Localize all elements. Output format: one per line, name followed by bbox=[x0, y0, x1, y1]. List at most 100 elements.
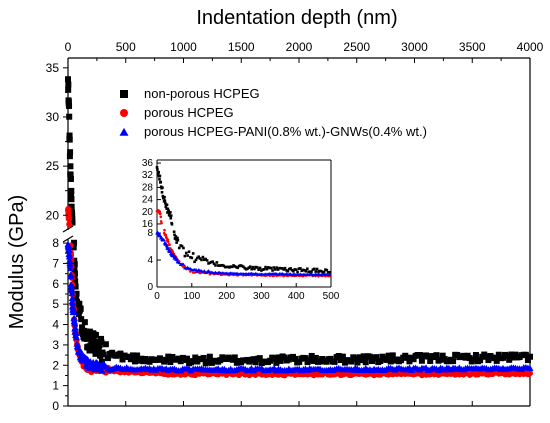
x-tick-label: 2500 bbox=[343, 40, 370, 54]
data-point bbox=[68, 196, 75, 203]
inset-data-point bbox=[239, 264, 242, 267]
data-point bbox=[72, 283, 79, 290]
inset-x-tick-label: 500 bbox=[323, 291, 340, 302]
inset-data-point bbox=[253, 267, 256, 271]
data-point bbox=[66, 113, 73, 120]
inset-data-point bbox=[159, 215, 163, 219]
inset-data-point bbox=[297, 267, 301, 270]
inset-data-point bbox=[169, 214, 173, 217]
axis-break-mark-lower bbox=[62, 235, 74, 243]
legend-entry: non-porous HCPEG bbox=[120, 86, 260, 101]
inset-data-point bbox=[304, 269, 308, 273]
data-point bbox=[485, 357, 492, 364]
axis-break-mark-upper bbox=[62, 225, 74, 233]
data-point bbox=[69, 216, 76, 223]
inset-data-point bbox=[269, 266, 273, 270]
data-point bbox=[66, 215, 73, 222]
inset-data-point bbox=[167, 209, 170, 213]
data-point bbox=[177, 358, 184, 365]
data-point bbox=[98, 339, 105, 346]
inset-data-point bbox=[312, 267, 316, 271]
data-point bbox=[450, 358, 457, 365]
data-point bbox=[134, 352, 141, 359]
data-point bbox=[360, 353, 367, 360]
inset-data-point bbox=[165, 203, 169, 207]
data-point bbox=[71, 261, 78, 268]
inset-data-point bbox=[164, 201, 167, 205]
inset-data-point bbox=[156, 173, 160, 176]
inset-data-point bbox=[257, 268, 260, 271]
data-point bbox=[362, 359, 369, 366]
inset-data-point bbox=[242, 265, 245, 268]
data-point bbox=[416, 352, 423, 359]
data-point bbox=[206, 353, 213, 360]
data-point bbox=[98, 358, 105, 365]
y-tick-label: 1 bbox=[52, 379, 59, 393]
data-point bbox=[66, 136, 73, 143]
inset-data-point bbox=[168, 243, 171, 247]
inset-data-point bbox=[258, 266, 262, 270]
inset-data-point bbox=[216, 264, 220, 267]
data-point bbox=[65, 81, 72, 88]
data-point bbox=[377, 357, 384, 364]
inset-data-point bbox=[186, 254, 189, 257]
data-point bbox=[66, 257, 74, 265]
inset-data-point bbox=[179, 244, 182, 247]
series-triangle bbox=[64, 240, 534, 374]
legend-marker-triangle bbox=[119, 127, 129, 136]
x-tick-label: 4000 bbox=[517, 40, 544, 54]
data-point bbox=[250, 356, 257, 363]
y-tick-label: 2 bbox=[52, 358, 59, 372]
inset-data-point bbox=[162, 238, 166, 242]
data-point bbox=[354, 359, 361, 366]
data-point bbox=[68, 289, 76, 297]
legend-entry: porous HCPEG bbox=[120, 105, 234, 120]
inset-y-tick-label: 36 bbox=[142, 158, 154, 169]
data-point bbox=[358, 357, 365, 364]
data-point bbox=[373, 354, 380, 361]
data-point bbox=[165, 353, 172, 360]
legend-label: porous HCPEG-PANI(0.8% wt.)-GNWs(0.4% wt… bbox=[144, 124, 427, 139]
inset-data-point bbox=[189, 255, 192, 259]
data-point bbox=[68, 283, 76, 290]
inset-y-tick-label: 20 bbox=[142, 207, 154, 218]
data-point bbox=[131, 358, 138, 365]
data-point bbox=[167, 359, 174, 366]
inset-data-point bbox=[262, 267, 266, 271]
main-data-points bbox=[64, 76, 534, 379]
data-point bbox=[66, 221, 73, 228]
inset-data-point bbox=[325, 268, 329, 272]
legend-marker-circle bbox=[120, 109, 128, 117]
inset-data-point bbox=[250, 267, 253, 271]
inset-data-point bbox=[160, 190, 164, 194]
inset-data-point bbox=[175, 241, 178, 244]
inset-x-tick-label: 100 bbox=[183, 291, 200, 302]
data-point bbox=[79, 324, 86, 331]
data-point bbox=[271, 355, 278, 362]
data-point bbox=[67, 149, 74, 156]
data-point bbox=[71, 319, 79, 327]
inset-data-point bbox=[215, 261, 219, 264]
data-point bbox=[493, 357, 500, 364]
data-point bbox=[65, 253, 73, 260]
data-point bbox=[65, 247, 73, 254]
data-point bbox=[163, 357, 170, 364]
inset-data-point bbox=[161, 194, 165, 198]
inset-data-point bbox=[163, 199, 167, 202]
data-point bbox=[68, 203, 75, 210]
inset-data-point bbox=[200, 258, 203, 262]
data-point bbox=[477, 357, 484, 364]
data-point bbox=[67, 271, 75, 278]
inset-data-point bbox=[296, 270, 299, 274]
inset-data-point bbox=[246, 267, 249, 271]
data-point bbox=[67, 175, 74, 182]
data-point bbox=[69, 299, 77, 306]
inset-data-point bbox=[255, 266, 259, 269]
data-point bbox=[70, 308, 78, 316]
inset-x-tick-label: 0 bbox=[154, 291, 160, 302]
inset-data-point bbox=[314, 270, 317, 273]
data-point bbox=[100, 351, 107, 358]
data-point bbox=[66, 153, 73, 160]
